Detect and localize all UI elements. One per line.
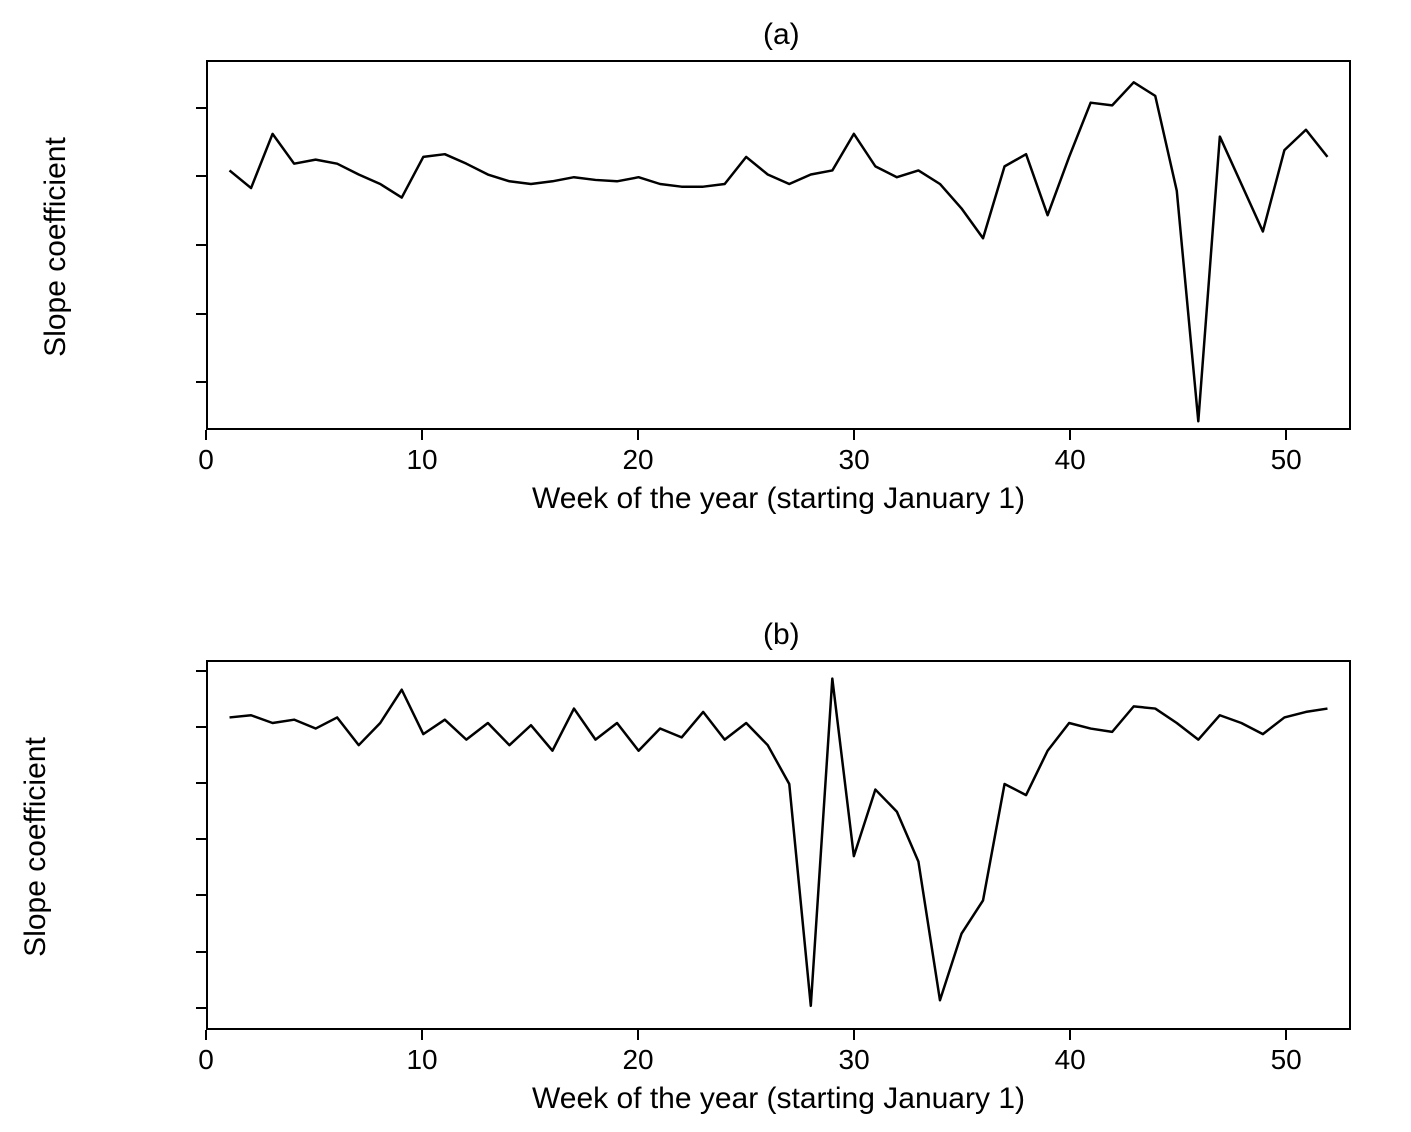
y-tick-mark xyxy=(196,894,206,896)
x-tick-label: 40 xyxy=(1050,1044,1090,1076)
x-tick-label: 20 xyxy=(618,1044,658,1076)
y-tick-mark xyxy=(196,670,206,672)
x-tick-mark xyxy=(1285,430,1287,440)
x-tick-mark xyxy=(853,430,855,440)
panel-b-title: (b) xyxy=(763,618,800,652)
panel-b-ylabel: Slope coefficient xyxy=(19,697,53,997)
x-tick-mark xyxy=(637,1030,639,1040)
x-tick-label: 50 xyxy=(1266,1044,1306,1076)
x-tick-label: 0 xyxy=(186,1044,226,1076)
x-tick-label: 20 xyxy=(618,444,658,476)
y-tick-mark xyxy=(196,244,206,246)
x-tick-label: 30 xyxy=(834,1044,874,1076)
y-tick-mark xyxy=(196,838,206,840)
x-tick-mark xyxy=(421,430,423,440)
x-tick-label: 50 xyxy=(1266,444,1306,476)
y-tick-mark xyxy=(196,313,206,315)
panel-a-line xyxy=(208,62,1349,428)
y-tick-mark xyxy=(196,107,206,109)
x-tick-mark xyxy=(1069,1030,1071,1040)
y-tick-mark xyxy=(196,726,206,728)
x-tick-mark xyxy=(421,1030,423,1040)
x-tick-mark xyxy=(205,430,207,440)
panel-a-title: (a) xyxy=(763,18,800,52)
x-tick-label: 30 xyxy=(834,444,874,476)
panel-a-xlabel: Week of the year (starting January 1) xyxy=(509,482,1049,516)
y-tick-mark xyxy=(196,175,206,177)
x-tick-mark xyxy=(205,1030,207,1040)
y-tick-mark xyxy=(196,1007,206,1009)
panel-a-plot xyxy=(206,60,1351,430)
panel-a-ylabel: Slope coefficient xyxy=(39,97,73,397)
x-tick-mark xyxy=(1069,430,1071,440)
y-tick-mark xyxy=(196,381,206,383)
x-tick-mark xyxy=(637,430,639,440)
x-tick-label: 0 xyxy=(186,444,226,476)
panel-b-xlabel: Week of the year (starting January 1) xyxy=(509,1082,1049,1116)
x-tick-label: 40 xyxy=(1050,444,1090,476)
x-tick-mark xyxy=(853,1030,855,1040)
x-tick-label: 10 xyxy=(402,1044,442,1076)
x-tick-mark xyxy=(1285,1030,1287,1040)
y-tick-mark xyxy=(196,951,206,953)
y-tick-mark xyxy=(196,782,206,784)
x-tick-label: 10 xyxy=(402,444,442,476)
panel-b-line xyxy=(208,662,1349,1028)
panel-b-plot xyxy=(206,660,1351,1030)
